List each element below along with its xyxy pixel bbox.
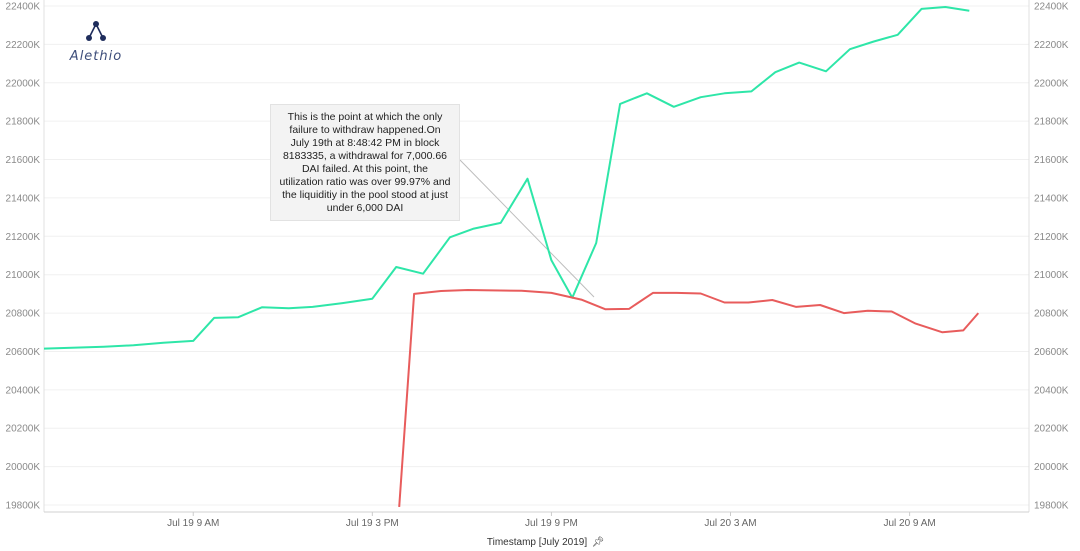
grid [44, 5, 1029, 506]
alethio-logo: Alethio [66, 20, 126, 64]
x-tick-label: Jul 19 9 AM [167, 518, 219, 529]
logo-text: Alethio [69, 49, 123, 64]
alethio-logo-icon [86, 21, 106, 41]
y-tick-label-right: 20000K [1034, 462, 1069, 473]
y-tick-label-left: 21600K [6, 155, 41, 166]
y-tick-label-right: 20800K [1034, 309, 1069, 320]
y-tick-label-left: 22000K [6, 78, 41, 89]
y-tick-label-right: 22200K [1034, 40, 1069, 51]
y-axis-left: 19800K 20000K 20200K 20400K 20600K 20800K 2100… [6, 2, 41, 512]
x-tick-label: Jul 20 3 AM [704, 518, 756, 529]
x-tick-label: Jul 19 9 PM [525, 518, 578, 529]
y-tick-label-left: 19800K [6, 501, 41, 512]
y-tick-label-right: 20200K [1034, 424, 1069, 435]
y-tick-label-left: 20200K [6, 424, 41, 435]
y-tick-label-right: 21400K [1034, 193, 1069, 204]
y-tick-label-left: 20600K [6, 347, 41, 358]
y-tick-label-left: 22400K [6, 2, 41, 13]
y-tick-label-right: 20600K [1034, 347, 1069, 358]
y-axis-right: 19800K 20000K 20200K 20400K 20600K 20800K 2100… [1034, 2, 1069, 512]
y-tick-label-left: 20000K [6, 462, 41, 473]
y-tick-label-left: 20400K [6, 385, 41, 396]
y-tick-label-left: 22200K [6, 40, 41, 51]
series-layer [44, 6, 980, 507]
annotation-box: This is the point at which the only fail… [270, 104, 460, 221]
series-line-red[interactable] [398, 289, 980, 507]
x-axis-title: Timestamp [July 2019] [487, 537, 587, 548]
series-line-green[interactable] [44, 6, 970, 350]
annotation-connector [459, 159, 595, 298]
pin-icon[interactable]: 📌︎ [592, 536, 605, 548]
y-tick-label-right: 22000K [1034, 78, 1069, 89]
x-tick-label: Jul 19 3 PM [346, 518, 399, 529]
y-tick-label-left: 21400K [6, 193, 41, 204]
y-tick-label-right: 19800K [1034, 501, 1069, 512]
y-tick-label-left: 21000K [6, 270, 41, 281]
y-tick-label-right: 21600K [1034, 155, 1069, 166]
y-tick-label-left: 21200K [6, 232, 41, 243]
y-tick-label-right: 21000K [1034, 270, 1069, 281]
x-axis: Jul 19 9 AM Jul 19 3 PM Jul 19 9 PM Jul 20 … [167, 512, 936, 529]
y-tick-label-right: 22400K [1034, 2, 1069, 13]
y-tick-label-left: 21800K [6, 117, 41, 128]
y-tick-label-right: 21800K [1034, 117, 1069, 128]
y-tick-label-right: 20400K [1034, 385, 1069, 396]
x-tick-label: Jul 20 9 AM [883, 518, 935, 529]
y-tick-label-left: 20800K [6, 309, 41, 320]
y-tick-label-right: 21200K [1034, 232, 1069, 243]
